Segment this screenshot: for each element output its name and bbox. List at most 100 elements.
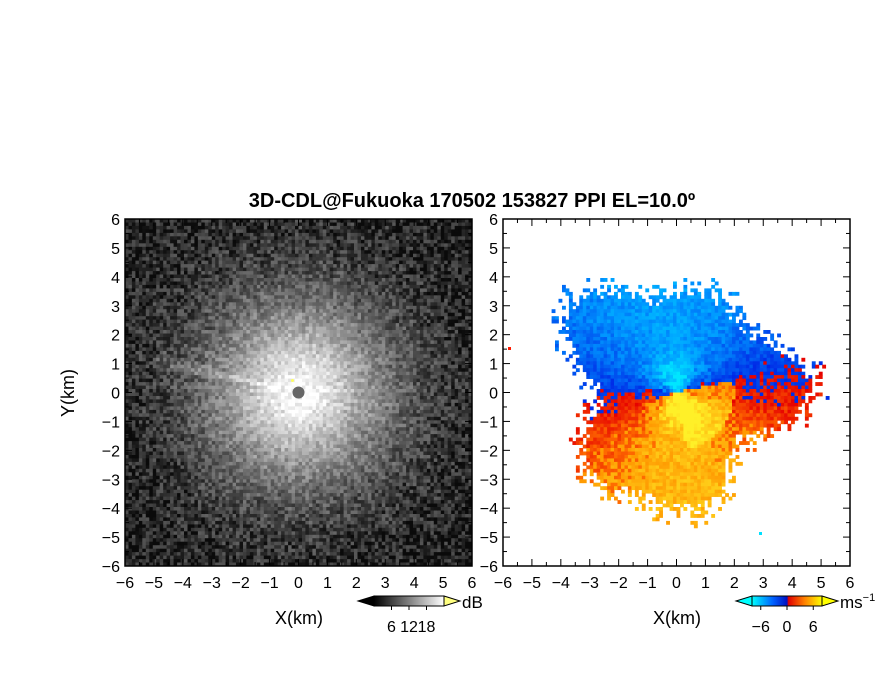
snr-pixel: [163, 389, 168, 393]
snr-pixel: [163, 437, 168, 442]
snr-pixel: [229, 402, 233, 407]
snr-pixel: [267, 500, 272, 504]
snr-pixel: [243, 302, 247, 307]
snr-pixel: [218, 350, 223, 355]
snr-pixel: [125, 229, 129, 234]
snr-pixel: [173, 382, 178, 386]
snr-pixel: [194, 323, 199, 327]
snr-pixel: [152, 250, 157, 255]
snr-pixel: [225, 368, 230, 373]
snr-pixel: [159, 493, 164, 497]
snr-pixel: [142, 559, 147, 563]
snr-pixel: [156, 298, 161, 303]
snr-pixel: [163, 396, 168, 400]
snr-pixel: [197, 527, 202, 532]
snr-pixel: [177, 427, 181, 432]
snr-pixel: [173, 562, 178, 567]
snr-pixel: [149, 382, 154, 386]
snr-pixel: [197, 486, 202, 491]
snr-pixel: [128, 402, 133, 407]
snr-pixel: [277, 531, 282, 536]
snr-pixel: [270, 385, 275, 390]
snr-pixel: [291, 409, 296, 414]
snr-pixel: [187, 441, 192, 445]
snr-pixel: [187, 257, 192, 262]
snr-pixel: [274, 493, 279, 497]
snr-pixel: [156, 548, 161, 553]
snr-pixel: [225, 555, 230, 560]
snr-pixel: [204, 260, 209, 265]
snr-pixel: [260, 229, 265, 234]
snr-pixel: [211, 243, 216, 248]
snr-pixel: [211, 278, 216, 282]
snr-pixel: [201, 507, 206, 511]
snr-pixel: [135, 455, 140, 459]
snr-pixel: [253, 559, 258, 563]
snr-pixel: [201, 461, 206, 466]
snr-pixel: [253, 260, 258, 265]
snr-pixel: [128, 527, 133, 532]
snr-pixel: [222, 243, 227, 248]
snr-pixel: [177, 548, 181, 553]
snr-pixel: [131, 347, 136, 352]
snr-pixel: [281, 246, 285, 251]
snr-pixel: [215, 496, 220, 501]
snr-pixel: [201, 472, 206, 477]
snr-pixel: [229, 489, 233, 494]
snr-pixel: [263, 281, 268, 286]
snr-pixel: [197, 250, 202, 255]
snr-pixel: [180, 309, 185, 314]
snr-pixel: [211, 319, 216, 324]
snr-pixel: [152, 361, 157, 366]
snr-pixel: [190, 555, 195, 560]
snr-pixel: [239, 538, 244, 543]
snr-pixel: [246, 225, 251, 230]
snr-pixel: [229, 250, 233, 255]
snr-pixel: [142, 243, 147, 248]
snr-pixel: [177, 559, 181, 563]
snr-pixel: [135, 541, 140, 546]
snr-pixel: [291, 455, 296, 459]
snr-pixel: [201, 371, 206, 376]
snr-pixel: [152, 527, 157, 532]
snr-pixel: [243, 354, 247, 359]
snr-pixel: [135, 337, 140, 341]
snr-pixel: [173, 437, 178, 442]
snr-pixel: [204, 278, 209, 282]
snr-pixel: [211, 222, 216, 227]
snr-pixel: [291, 219, 296, 223]
snr-pixel: [142, 316, 147, 321]
snr-pixel: [277, 461, 282, 466]
snr-pixel: [229, 219, 233, 223]
snr-pixel: [184, 288, 188, 293]
snr-pixel: [208, 354, 213, 359]
snr-pixel: [253, 427, 258, 432]
snr-pixel: [267, 430, 272, 435]
snr-pixel: [263, 257, 268, 262]
snr-pixel: [204, 559, 209, 563]
snr-pixel: [142, 361, 147, 366]
snr-pixel: [184, 257, 188, 262]
snr-pixel: [229, 298, 233, 303]
snr-pixel: [243, 323, 247, 327]
snr-pixel: [138, 375, 143, 379]
snr-pixel: [197, 333, 202, 338]
snr-pixel: [159, 402, 164, 407]
snr-pixel: [222, 465, 227, 470]
snr-pixel: [145, 458, 150, 463]
snr-pixel: [229, 257, 233, 262]
snr-pixel: [173, 378, 178, 383]
snr-pixel: [177, 302, 181, 307]
snr-pixel: [236, 396, 240, 400]
snr-pixel: [187, 406, 192, 411]
snr-pixel: [166, 298, 171, 303]
snr-pixel: [215, 423, 220, 428]
snr-pixel: [180, 503, 185, 508]
snr-pixel: [256, 361, 261, 366]
snr-pixel: [243, 534, 247, 539]
snr-pixel: [138, 316, 143, 321]
snr-pixel: [138, 500, 143, 504]
snr-pixel: [135, 527, 140, 532]
snr-pixel: [201, 350, 206, 355]
snr-pixel: [128, 309, 133, 314]
